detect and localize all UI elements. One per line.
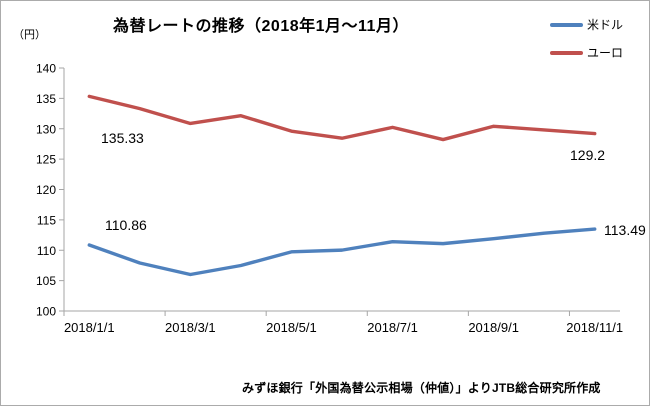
euro-jan-value-label: 135.33 xyxy=(101,130,144,146)
chart-title: 為替レートの推移（2018年1月～11月） xyxy=(113,18,409,35)
y-tick-label: 135 xyxy=(36,92,56,106)
legend-item-euro: ユーロ xyxy=(550,44,623,61)
x-tick-label: 2018/11/1 xyxy=(566,320,623,335)
source-attribution: みずほ銀行「外国為替公示相場（仲値）」よりJTB総合研究所作成 xyxy=(242,381,601,395)
y-tick-label: 110 xyxy=(37,244,56,258)
usd-nov-value-label: 113.49 xyxy=(604,222,646,238)
x-tick-label: 2018/1/1 xyxy=(64,320,115,335)
usd-line-swatch-icon xyxy=(550,22,583,27)
usd-legend-label: 米ドル xyxy=(587,18,624,32)
y-tick-label: 115 xyxy=(37,213,56,227)
x-tick-label: 2018/9/1 xyxy=(468,320,519,335)
euro-line-swatch-icon xyxy=(550,50,583,55)
y-tick-label: 100 xyxy=(36,305,56,319)
legend: 米ドル ユーロ xyxy=(550,16,623,61)
x-tick-label: 2018/3/1 xyxy=(165,320,216,335)
euro-legend-label: ユーロ xyxy=(587,46,624,60)
y-tick-label: 130 xyxy=(36,122,56,136)
x-tick-label: 2018/5/1 xyxy=(266,320,317,335)
usd-jan-value-label: 110.86 xyxy=(105,217,147,233)
legend-item-usd: 米ドル xyxy=(550,16,623,33)
y-tick-label: 125 xyxy=(36,153,56,167)
x-tick-label: 2018/7/1 xyxy=(367,320,418,335)
euro-line xyxy=(87,94,597,142)
usd-line xyxy=(87,227,597,277)
y-tick-label: 120 xyxy=(36,183,56,197)
euro-nov-value-label: 129.2 xyxy=(570,147,606,163)
y-tick-label: 105 xyxy=(36,274,56,288)
y-tick-label: 140 xyxy=(36,62,56,76)
y-axis-unit-label: （円） xyxy=(13,29,46,41)
